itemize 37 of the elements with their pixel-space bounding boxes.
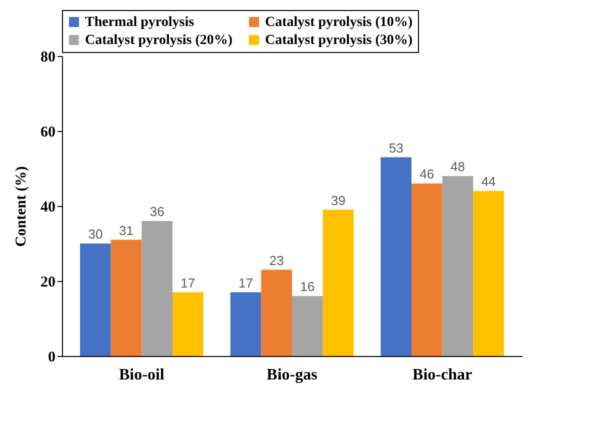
bar	[80, 244, 111, 356]
legend-label: Thermal pyrolysis	[85, 15, 195, 30]
x-tick-label: Bio-char	[412, 366, 472, 384]
bar	[292, 296, 323, 356]
y-tick-label: 20	[40, 274, 56, 290]
bar	[110, 240, 142, 356]
bar	[230, 292, 262, 356]
bar	[172, 292, 204, 356]
data-label: 23	[269, 252, 284, 268]
bar	[380, 157, 412, 356]
data-label: 16	[300, 279, 315, 294]
data-label: 17	[238, 275, 254, 290]
bar	[142, 221, 172, 356]
y-axis-title: Content (%)	[14, 166, 30, 247]
bar	[261, 270, 292, 356]
data-label: 30	[88, 226, 103, 242]
data-label: 46	[420, 166, 434, 182]
data-label: 48	[450, 159, 465, 174]
data-label: 17	[180, 275, 196, 290]
y-tick-label: 0	[48, 350, 56, 366]
legend-label: Catalyst pyrolysis (30%)	[265, 33, 413, 48]
legend-label: Catalyst pyrolysis (20%)	[85, 33, 233, 48]
y-tick-label: 80	[40, 50, 56, 66]
y-tick-label: 60	[40, 124, 56, 140]
data-label: 36	[150, 204, 164, 219]
data-label: 31	[119, 222, 134, 238]
bar	[412, 184, 442, 356]
data-label: 44	[481, 174, 496, 189]
y-tick-label: 40	[40, 200, 56, 216]
legend-label: Catalyst pyrolysis (10%)	[265, 15, 413, 30]
data-label: 39	[330, 192, 346, 208]
x-tick-label: Bio-gas	[266, 366, 318, 384]
bar	[322, 210, 354, 356]
x-tick-label: Bio-oil	[119, 366, 165, 384]
data-label: 53	[388, 140, 404, 156]
bar	[442, 176, 474, 356]
bar	[473, 191, 504, 356]
